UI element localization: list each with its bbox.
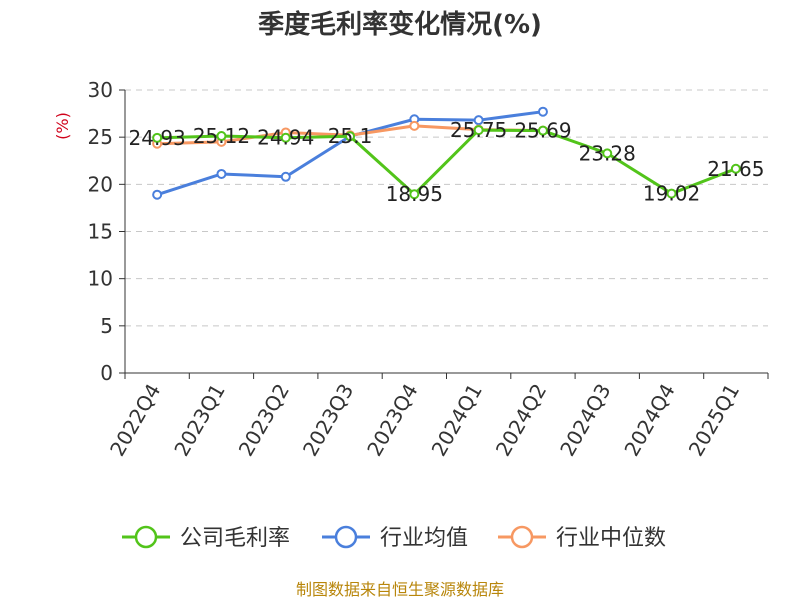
series-lines xyxy=(152,106,741,200)
x-tick-label: 2024Q4 xyxy=(619,380,679,461)
y-tick-label: 5 xyxy=(100,314,113,338)
data-label: 23.28 xyxy=(579,141,636,165)
data-point xyxy=(730,163,741,174)
data-label: 24.93 xyxy=(129,126,186,150)
data-label: 18.95 xyxy=(386,182,443,206)
chart-title: 季度毛利率变化情况(%) xyxy=(258,9,542,40)
y-tick-labels: 0 5 10 15 20 25 30 xyxy=(88,78,113,385)
data-point xyxy=(280,132,291,143)
data-point xyxy=(473,125,484,136)
x-tick-label: 2025Q1 xyxy=(684,380,744,461)
y-tick-label: 10 xyxy=(88,267,113,291)
data-point xyxy=(473,115,484,126)
x-tick-label: 2023Q3 xyxy=(298,380,358,461)
data-point xyxy=(152,132,163,143)
data-point xyxy=(216,168,227,179)
axes xyxy=(119,89,769,379)
data-label: 25.12 xyxy=(193,124,250,148)
data-label: 21.65 xyxy=(707,157,764,181)
y-tick-label: 25 xyxy=(88,125,113,149)
source-note: 制图数据来自恒生聚源数据库 xyxy=(296,580,504,599)
data-point xyxy=(280,171,291,182)
x-tick-label: 2023Q1 xyxy=(169,380,229,461)
grid-lines xyxy=(125,89,768,327)
data-point xyxy=(216,131,227,142)
data-labels: 24.93 25.12 24.94 25.1 18.95 25.75 25.69 23.28 1… xyxy=(129,118,765,206)
x-tick-label: 2023Q4 xyxy=(362,380,422,461)
data-point xyxy=(537,106,548,117)
legend-marker xyxy=(134,525,158,549)
y-tick-label: 20 xyxy=(88,172,113,196)
data-point xyxy=(409,189,420,200)
y-tick-label: 15 xyxy=(88,220,113,244)
data-point xyxy=(602,148,613,159)
data-label: 25.69 xyxy=(514,119,571,143)
x-tick-label: 2023Q2 xyxy=(234,380,294,461)
x-tick-label: 2024Q2 xyxy=(491,380,551,461)
legend: 公司毛利率 行业均值 行业中位数 xyxy=(122,525,666,551)
x-tick-label: 2024Q3 xyxy=(555,380,615,461)
legend-label: 公司毛利率 xyxy=(180,526,290,551)
legend-label: 行业均值 xyxy=(380,526,468,551)
data-label: 25.1 xyxy=(328,124,373,148)
data-point xyxy=(345,131,356,142)
data-point xyxy=(666,188,677,199)
data-point xyxy=(537,125,548,136)
y-tick-label: 0 xyxy=(100,361,113,385)
data-point xyxy=(409,120,420,131)
legend-marker xyxy=(510,525,534,549)
data-label: 25.75 xyxy=(450,118,507,142)
y-axis-label: (%) xyxy=(53,112,72,140)
x-tick-labels: 2022Q4 2023Q1 2023Q2 2023Q3 2023Q4 2024Q1 2024… xyxy=(105,380,744,461)
x-tick-label: 2022Q4 xyxy=(105,380,165,461)
legend-label: 行业中位数 xyxy=(556,526,666,551)
legend-marker xyxy=(334,525,358,549)
data-label: 24.94 xyxy=(257,126,314,150)
series-line xyxy=(157,128,737,196)
data-point xyxy=(152,189,163,200)
x-tick-label: 2024Q1 xyxy=(427,380,487,461)
y-tick-label: 30 xyxy=(88,78,113,102)
data-label: 19.02 xyxy=(643,182,700,206)
